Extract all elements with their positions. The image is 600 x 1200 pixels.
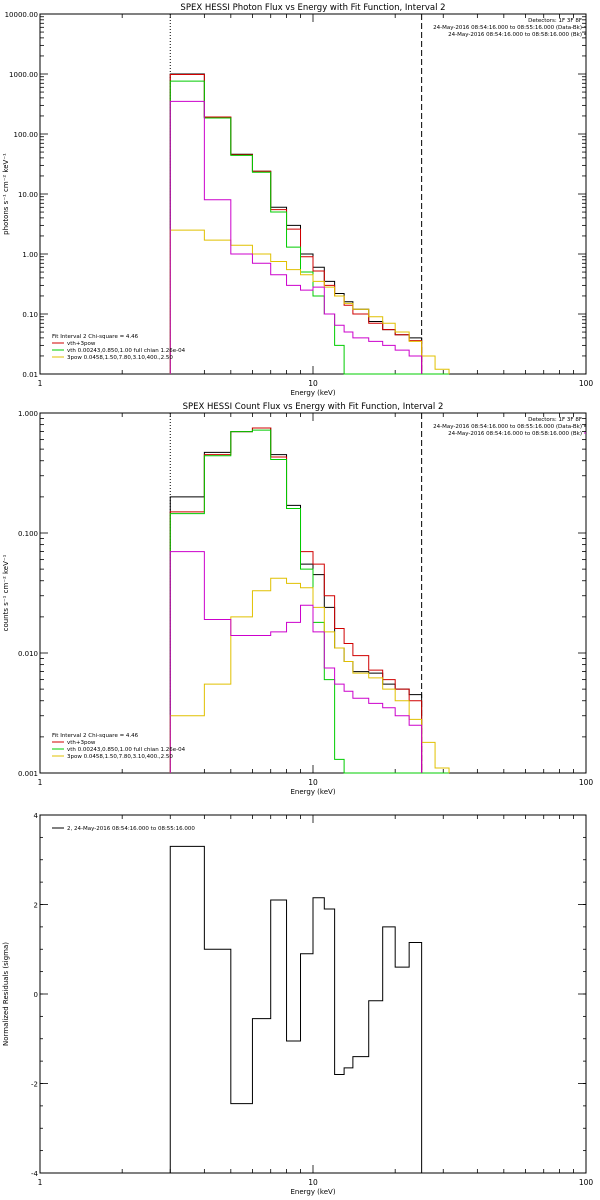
x-axis-label: Energy (keV) bbox=[290, 389, 335, 397]
series-line-2 bbox=[169, 427, 423, 773]
y-axis-label: photons s⁻¹ cm⁻² keV⁻¹ bbox=[2, 153, 10, 235]
axes-frame bbox=[39, 13, 587, 375]
y-tick-label: 1000.00 bbox=[9, 71, 38, 79]
x-tick-label: 10 bbox=[308, 379, 318, 388]
x-tick-label: 10 bbox=[308, 778, 318, 787]
series-line-4 bbox=[169, 229, 450, 374]
x-tick-label: 10 bbox=[308, 1178, 318, 1187]
chart-title: SPEX HESSI Count Flux vs Energy with Fit… bbox=[183, 402, 444, 412]
y-tick-label: 0.01 bbox=[22, 371, 38, 379]
y-tick-label: 1.00 bbox=[22, 251, 38, 259]
y-tick-label: -4 bbox=[31, 1170, 39, 1178]
x-tick-label: 100 bbox=[579, 379, 594, 388]
legend-entry: vth+3pow bbox=[67, 341, 96, 347]
y-tick-label: 0.100 bbox=[18, 530, 38, 538]
legend-entry: 3pow 0.0458,1.50,7.80,3.10,400.,2.50 bbox=[67, 754, 173, 760]
y-tick-label: 1.000 bbox=[18, 410, 38, 418]
chart-panel-2: 1 10 100 0.001 0.010 0.100 1.000 SPEX HESSI Cou… bbox=[2, 402, 593, 796]
y-tick-label: 0.010 bbox=[18, 650, 38, 658]
series-line-4 bbox=[169, 577, 450, 773]
legend-entry: vth+3pow bbox=[67, 740, 96, 746]
header-line: Detectors: 1F 3F 8F bbox=[528, 18, 582, 24]
y-tick-label: 0.10 bbox=[22, 311, 38, 319]
chart-panel-3: 1 10 100 -4 -2 0 2 4 Energy (keV) Normalized Resi… bbox=[2, 812, 593, 1196]
header-line: 24-May-2016 08:54:16.000 to 08:58:16.000… bbox=[448, 32, 582, 38]
series-line-1 bbox=[169, 73, 423, 374]
y-tick-label: 4 bbox=[34, 812, 39, 820]
axes-frame bbox=[39, 814, 587, 1174]
y-tick-label: 10.00 bbox=[18, 191, 38, 199]
header-line: 24-May-2016 08:54:16.000 to 08:58:16.000… bbox=[448, 431, 582, 437]
x-axis-label: Energy (keV) bbox=[290, 788, 335, 796]
x-tick-label: 100 bbox=[579, 1178, 594, 1187]
series-line-5 bbox=[169, 551, 423, 773]
series-line-5 bbox=[169, 100, 423, 374]
legend-entry: vth 0.00243,0.850,1.00 full chian 1.26e-… bbox=[67, 747, 186, 753]
header-line: 24-May-2016 08:54:16.000 to 08:55:16.000… bbox=[433, 25, 582, 31]
header-line: Detectors: 1F 3F 8F bbox=[528, 417, 582, 423]
y-tick-label: 10000.00 bbox=[5, 11, 38, 19]
legend-header: Fit Interval 2 Chi-square = 4.46 bbox=[52, 733, 139, 739]
y-axis-label: counts s⁻¹ cm⁻² keV⁻¹ bbox=[2, 554, 10, 631]
x-tick-label: 1 bbox=[38, 1178, 43, 1187]
y-axis-label: Normalized Residuals (sigma) bbox=[2, 942, 10, 1046]
legend-entry: vth 0.00243,0.850,1.00 full chian 1.26e-… bbox=[67, 348, 186, 354]
x-axis-label: Energy (keV) bbox=[290, 1188, 335, 1196]
legend-entry: 2, 24-May-2016 08:54:16.000 to 08:55:16.… bbox=[67, 826, 195, 832]
series-line-2 bbox=[169, 74, 423, 374]
y-tick-label: 0.001 bbox=[18, 770, 38, 778]
series-line-3 bbox=[169, 80, 450, 375]
header-line: 24-May-2016 08:54:16.000 to 08:55:16.000… bbox=[433, 424, 582, 430]
y-tick-label: 2 bbox=[34, 902, 38, 910]
x-tick-label: 1 bbox=[38, 379, 43, 388]
y-tick-label: -2 bbox=[31, 1081, 38, 1089]
series-line-1 bbox=[169, 427, 423, 773]
x-tick-label: 1 bbox=[38, 778, 43, 787]
y-tick-label: 100.00 bbox=[14, 131, 39, 139]
legend-header: Fit Interval 2 Chi-square = 4.46 bbox=[52, 334, 139, 340]
chart-panel-1: 1 10 100 0.01 0.10 1.00 10.00 100.00 1000.00 1000… bbox=[2, 3, 593, 397]
series-line-3 bbox=[169, 429, 450, 774]
chart-title: SPEX HESSI Photon Flux vs Energy with Fi… bbox=[180, 3, 445, 13]
y-tick-label: 0 bbox=[34, 991, 38, 999]
series-line-1 bbox=[169, 845, 423, 1173]
legend-entry: 3pow 0.0458,1.50,7.80,3.10,400.,2.50 bbox=[67, 355, 173, 361]
x-tick-label: 100 bbox=[579, 778, 594, 787]
